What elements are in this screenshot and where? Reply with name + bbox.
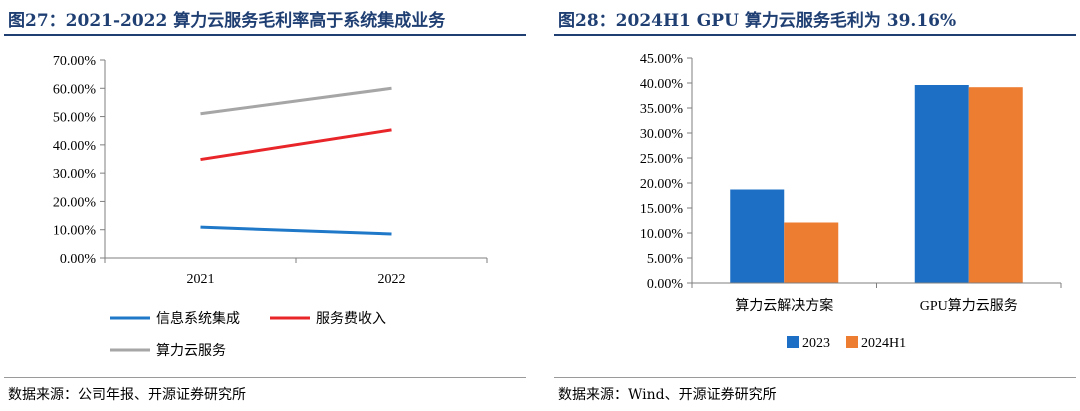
legend-swatch <box>787 336 799 348</box>
y-tick-label: 35.00% <box>640 102 684 117</box>
series-line <box>200 128 392 162</box>
bar <box>784 222 839 283</box>
y-tick-label: 30.00% <box>640 127 684 142</box>
y-tick-label: 45.00% <box>640 52 684 67</box>
legend-label: 信息系统集成 <box>156 310 240 327</box>
left-figure-panel: 图27：2021-2022 算力云服务毛利率高于系统集成业务 0.00% 10.0… <box>0 0 530 411</box>
y-tick-label: 60.00% <box>53 82 97 97</box>
left-line-chart: 0.00% 10.00% 20.00% 30.00% 40.00% 50.00% 60.00… <box>53 54 488 359</box>
y-tick-label: 40.00% <box>53 139 97 154</box>
left-source-note: 数据来源：公司年报、开源证券研究所 <box>8 387 246 403</box>
y-tick-label: 20.00% <box>53 195 97 210</box>
legend-label: 算力云服务 <box>156 343 226 359</box>
right-bar-chart: 0.00% 5.00% 10.00% 15.00% 20.00% 25.00% 30.00%… <box>640 52 1062 351</box>
y-tick-label: 40.00% <box>640 77 684 92</box>
x-tick-label: 2021 <box>187 272 215 287</box>
left-title-rule <box>4 34 526 36</box>
series-line <box>200 225 392 236</box>
x-category-label: GPU算力云服务 <box>920 298 1018 314</box>
y-tick-label: 5.00% <box>647 252 684 267</box>
x-tick-label: 2022 <box>378 272 406 287</box>
y-tick-label: 0.00% <box>60 252 97 267</box>
legend-label: 2023 <box>802 336 830 351</box>
bar <box>968 87 1023 283</box>
bar <box>730 189 785 283</box>
legend-swatch <box>846 336 858 348</box>
x-category-label: 算力云解决方案 <box>735 297 833 314</box>
y-tick-label: 50.00% <box>53 111 97 126</box>
y-tick-label: 70.00% <box>53 54 97 69</box>
right-figure-panel: 图28：2024H1 GPU 算力云服务毛利为 39.16% 0.00% 5.00… <box>550 0 1080 411</box>
y-tick-label: 25.00% <box>640 152 684 167</box>
legend-label: 服务费收入 <box>316 311 386 327</box>
y-tick-label: 10.00% <box>53 224 97 239</box>
left-source-rule <box>4 377 526 378</box>
y-tick-label: 20.00% <box>640 177 684 192</box>
y-tick-label: 10.00% <box>640 227 684 242</box>
y-tick-label: 15.00% <box>640 202 684 217</box>
right-title-rule <box>554 34 1076 36</box>
left-figure-title: 图27：2021-2022 算力云服务毛利率高于系统集成业务 <box>8 11 446 31</box>
y-tick-label: 0.00% <box>647 277 684 292</box>
right-source-rule <box>554 377 1076 378</box>
y-tick-label: 30.00% <box>53 167 97 182</box>
right-source-note: 数据来源：Wind、开源证券研究所 <box>558 387 777 403</box>
series-line <box>200 86 392 116</box>
right-figure-title: 图28：2024H1 GPU 算力云服务毛利为 39.16% <box>558 11 957 31</box>
bar <box>914 85 969 283</box>
legend-label: 2024H1 <box>861 336 906 351</box>
